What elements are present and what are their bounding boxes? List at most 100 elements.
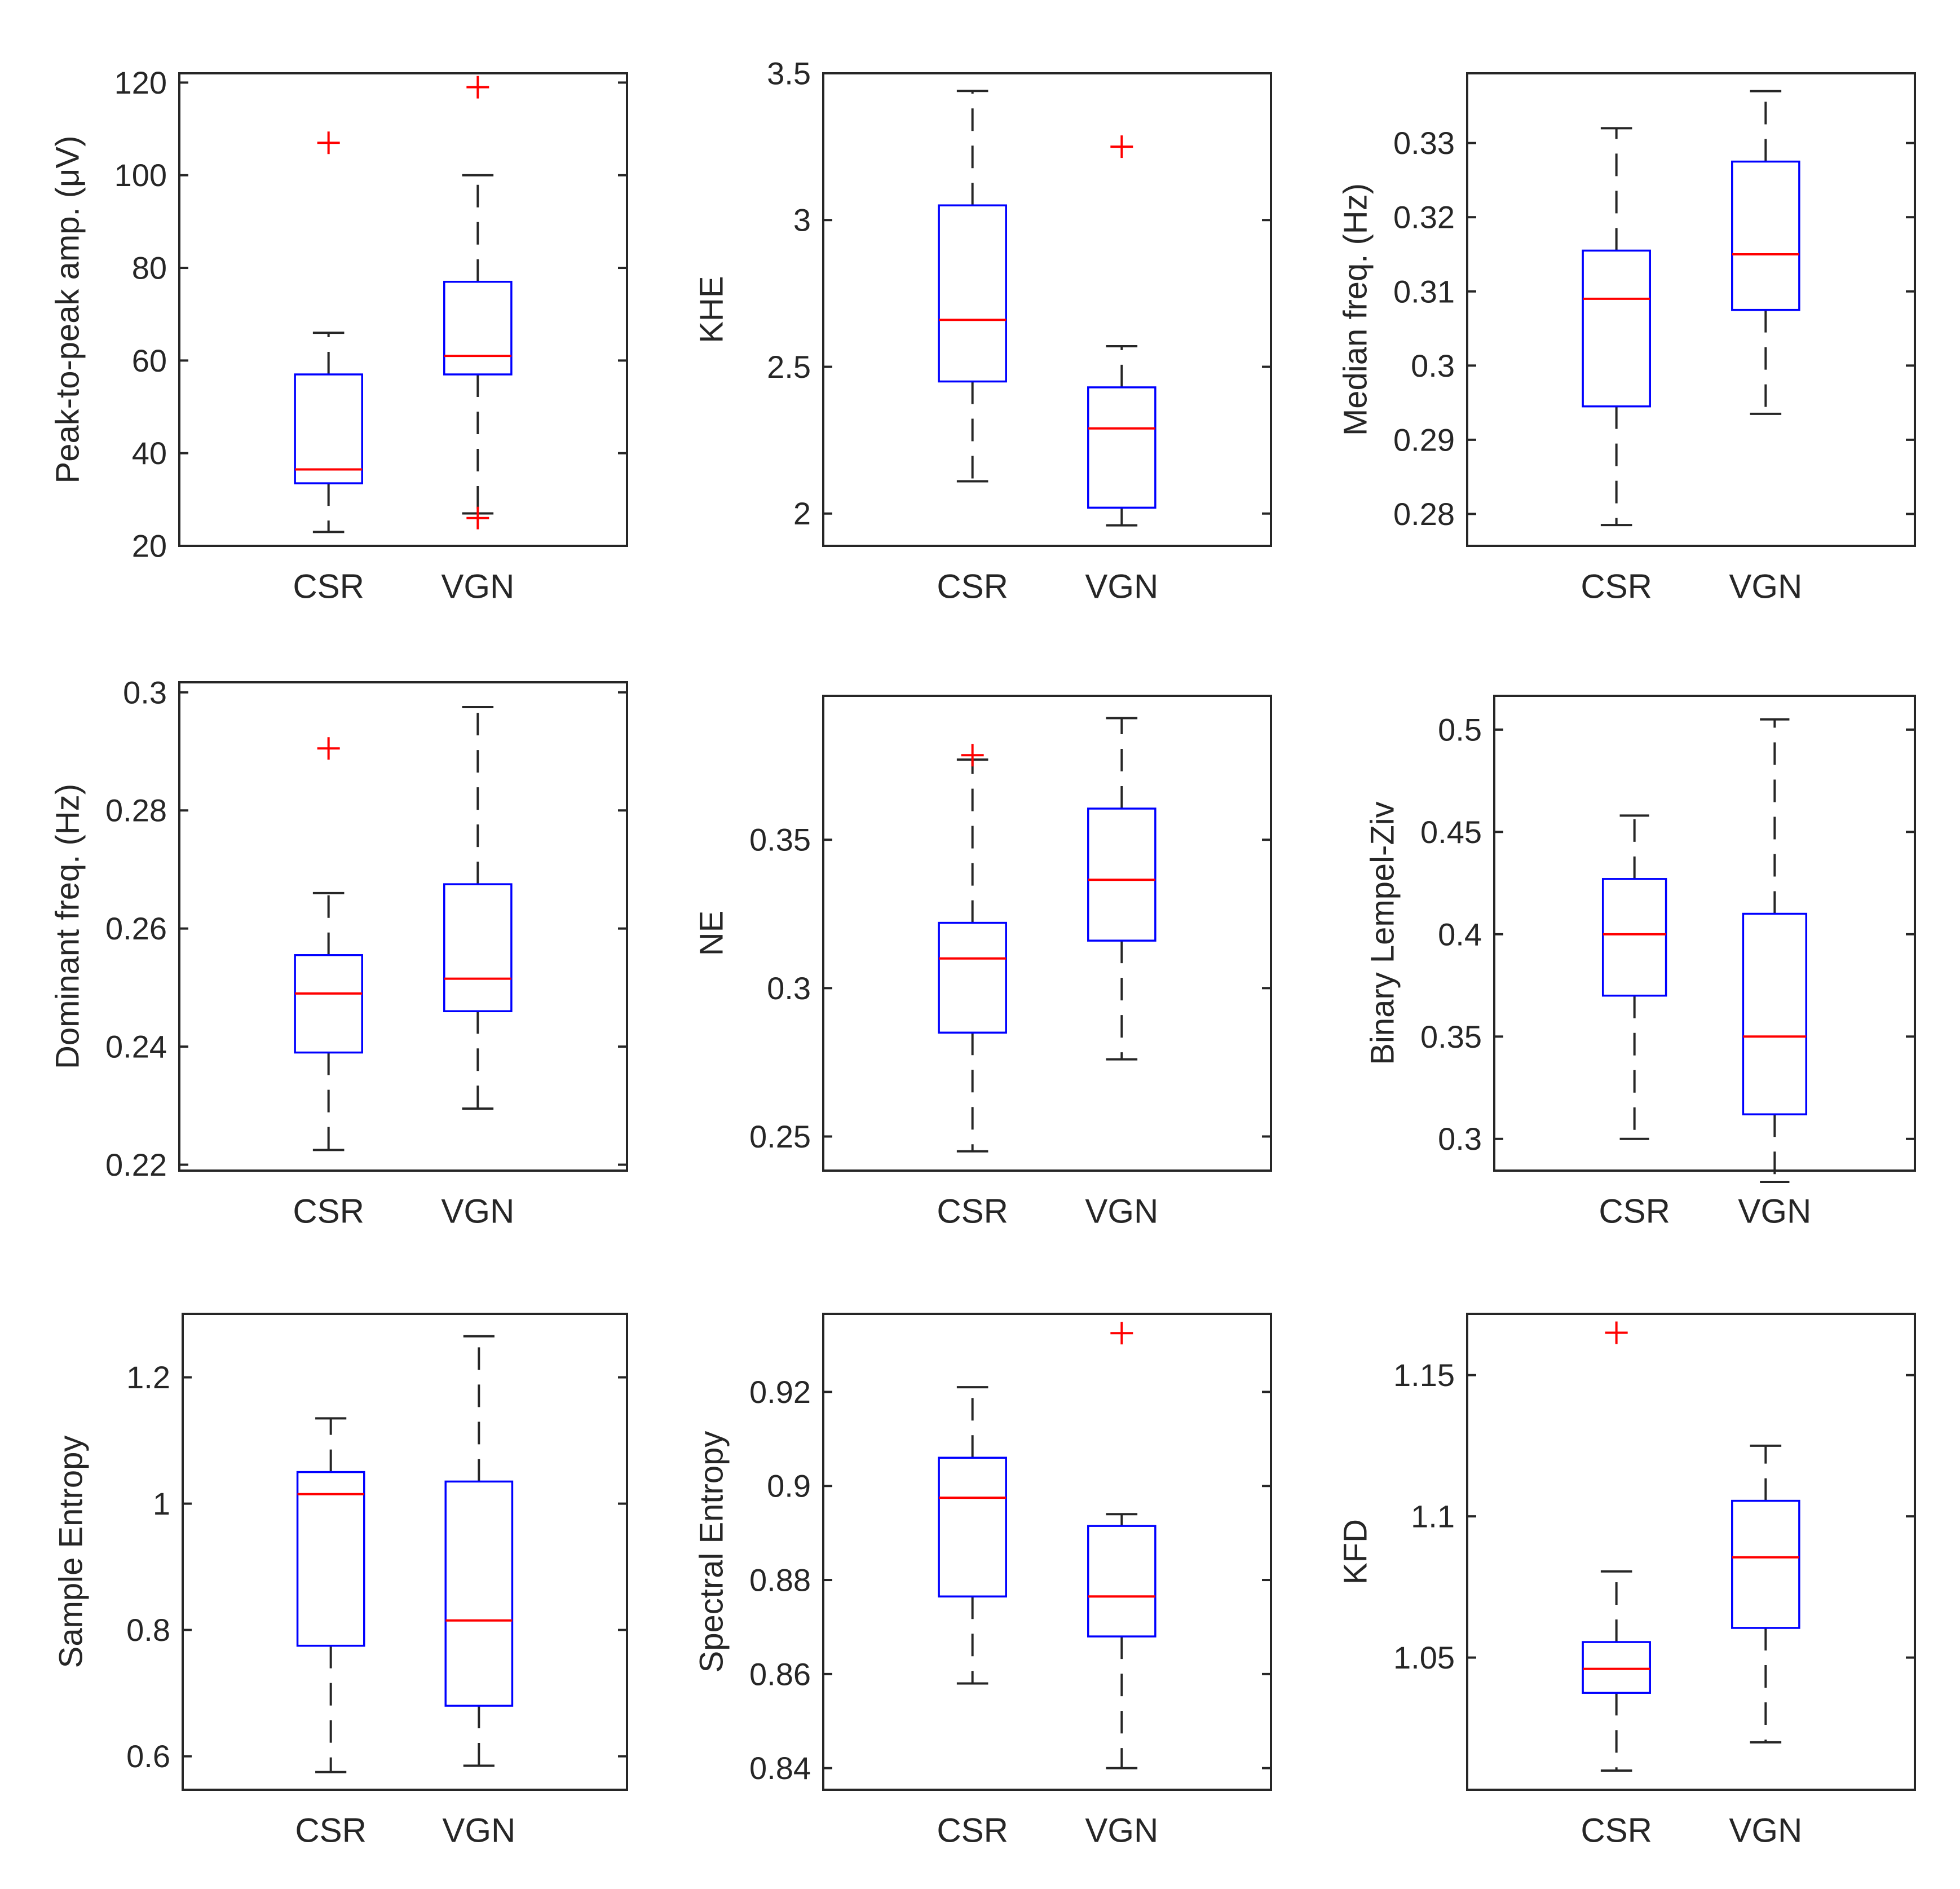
y-tick-label: 0.86 [749,1656,811,1692]
chart-panel: 0.28 0.29 0.3 0.31 0.32 0.33 Median freq. (Hz)… [1337,72,1916,606]
y-axis-label: Median freq. (Hz) [1337,183,1374,436]
plot-frame [178,681,628,1172]
iqr-box [444,1480,514,1707]
chart-panel: 0.84 0.86 0.88 0.9 0.92 Spectral Entropy CSR VG… [694,1313,1272,1850]
x-category-label: VGN [1085,568,1158,606]
x-category-label: VGN [1738,1193,1811,1230]
x-category-label: CSR [293,568,364,606]
iqr-box [1582,249,1651,408]
plot-frame [822,695,1272,1172]
iqr-box [1601,878,1667,997]
y-tick-label: 3 [793,202,811,238]
x-category-label: VGN [441,1193,514,1230]
plot-frame [178,72,628,547]
y-tick-label: 0.5 [1438,712,1482,747]
iqr-box [1087,807,1156,942]
chart-panel: 0.22 0.24 0.26 0.28 0.3 Dominant freq. (Hz) CS… [50,674,628,1230]
y-tick-label: 0.8 [126,1612,170,1648]
y-tick-label: 0.25 [749,1119,811,1154]
x-category-label: VGN [1085,1812,1158,1850]
y-tick-label: 2 [793,496,811,531]
iqr-box [294,954,363,1054]
y-tick-label: 0.3 [1438,1121,1482,1157]
x-category-label: CSR [937,568,1008,606]
y-tick-label: 1.2 [126,1360,170,1395]
y-tick-label: 0.88 [749,1563,811,1598]
y-tick-label: 0.28 [1393,496,1455,532]
iqr-box [938,1457,1007,1597]
y-tick-label: 80 [132,250,167,286]
iqr-box [1731,160,1800,311]
iqr-box [1582,1641,1651,1694]
chart-panel: 20 40 60 80 100 120 Peak-to-peak amp. (μV) CSR V… [50,65,628,606]
y-tick-label: 0.24 [105,1029,167,1065]
y-tick-label: 100 [114,157,167,193]
outlier-marker [1110,1322,1133,1345]
y-tick-label: 0.28 [105,793,167,828]
x-category-label: CSR [1599,1193,1670,1230]
x-category-label: VGN [1729,568,1802,606]
outlier-marker [466,506,489,529]
y-tick-label: 3.5 [767,56,811,91]
chart-panel: 2 2.5 3 3.5 KHE CSR VGN [694,56,1272,606]
y-tick-label: 1.05 [1393,1640,1455,1675]
y-tick-label: 0.32 [1393,200,1455,235]
y-axis-label: NE [694,911,730,956]
y-axis-label: Dominant freq. (Hz) [50,784,86,1069]
iqr-box [1087,1525,1156,1638]
x-category-label: CSR [295,1812,367,1850]
y-tick-label: 60 [132,343,167,378]
x-category-label: CSR [937,1193,1008,1230]
y-tick-label: 0.35 [1420,1019,1482,1054]
x-category-label: CSR [293,1193,364,1230]
outlier-marker [317,737,340,760]
y-tick-label: 0.92 [749,1374,811,1410]
y-axis-label: KFD [1337,1519,1374,1585]
chart-panel: 0.6 0.8 1 1.2 Sample Entropy CSR VGN [53,1313,628,1850]
iqr-box [938,921,1007,1034]
y-axis-label: Sample Entropy [53,1436,90,1669]
iqr-box [294,373,363,484]
y-tick-label: 0.4 [1438,916,1482,952]
y-axis-label: Binary Lempel-Ziv [1365,801,1401,1065]
outlier-marker [317,131,340,155]
y-tick-label: 40 [132,435,167,471]
y-tick-label: 0.35 [749,822,811,858]
y-tick-label: 0.45 [1420,814,1482,850]
y-tick-label: 20 [132,528,167,564]
y-axis-label: Spectral Entropy [694,1431,730,1673]
x-category-label: VGN [442,1812,515,1850]
plot-frame [1466,72,1916,547]
y-tick-label: 0.9 [767,1468,811,1504]
plot-frame [822,72,1272,547]
y-tick-label: 0.6 [126,1738,170,1774]
y-axis-label: KHE [694,276,730,343]
y-tick-label: 1 [153,1486,170,1521]
x-category-label: VGN [441,568,514,606]
iqr-box [1087,386,1156,509]
y-axis-label: Peak-to-peak amp. (μV) [50,136,86,484]
iqr-box [443,883,513,1013]
iqr-box [1742,912,1808,1115]
y-tick-label: 120 [114,65,167,100]
x-category-label: VGN [1729,1812,1802,1850]
y-tick-label: 0.3 [767,970,811,1006]
y-tick-label: 1.15 [1393,1357,1455,1393]
x-category-label: CSR [1581,568,1652,606]
x-category-label: VGN [1085,1193,1158,1230]
y-tick-label: 0.3 [123,674,167,710]
outlier-marker [466,76,489,99]
y-tick-label: 0.31 [1393,273,1455,309]
x-category-label: CSR [1581,1812,1652,1850]
y-tick-label: 0.26 [105,911,167,946]
y-tick-label: 0.84 [749,1750,811,1786]
iqr-box [296,1471,365,1647]
outlier-marker [1605,1321,1628,1344]
y-tick-label: 2.5 [767,349,811,385]
plot-frame [1493,695,1916,1172]
chart-panel: 1.05 1.1 1.15 KFD CSR VGN [1337,1313,1916,1850]
y-tick-label: 1.1 [1411,1499,1455,1534]
outlier-marker [961,744,984,767]
chart-panel: 0.3 0.35 0.4 0.45 0.5 Binary Lempel-Ziv CSR VGN [1365,695,1916,1230]
iqr-box [1731,1499,1800,1629]
